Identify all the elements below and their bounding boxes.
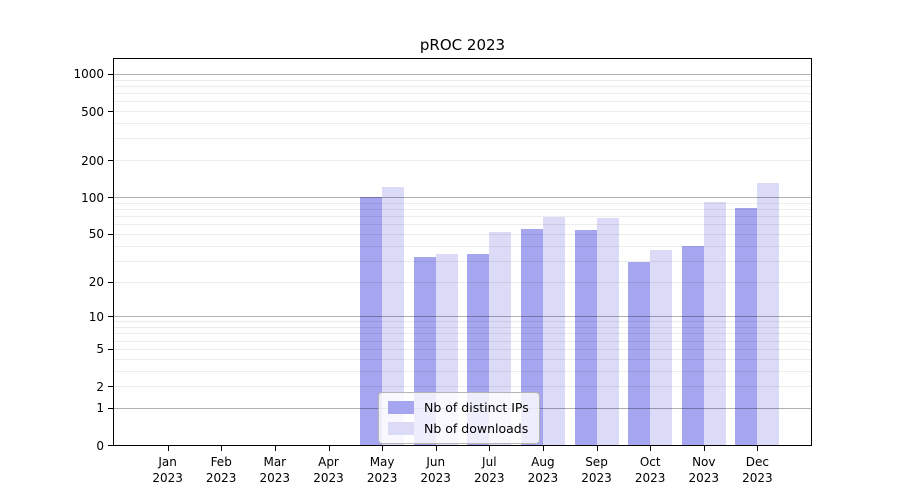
bar-aug-downloads [542, 216, 565, 445]
bar-nov-ips [681, 245, 704, 445]
bar-oct-ips [628, 262, 651, 445]
bar-sep-downloads [596, 218, 619, 445]
x-tick-label-jan: Jan 2023 [152, 455, 183, 485]
gridline-400 [114, 123, 811, 124]
gridline-4 [114, 358, 811, 360]
x-tick-label-dec: Dec 2023 [742, 455, 773, 485]
gridline-50 [114, 233, 811, 235]
gridline-1000 [114, 73, 811, 75]
y-tick-mark-1 [108, 407, 113, 409]
gridline-900 [114, 79, 811, 81]
bar-jul-downloads [489, 231, 512, 445]
x-tick-label-oct: Oct 2023 [634, 455, 666, 485]
y-tick-label-2: 2 [96, 379, 104, 394]
x-tick-mark-aug [542, 446, 544, 451]
legend-item-distinct-ips: Nb of distinct IPs [388, 400, 529, 415]
x-tick-mark-jul [489, 446, 491, 451]
x-tick-label-mar: Mar 2023 [259, 455, 291, 485]
y-tick-label-1: 1 [96, 401, 104, 416]
y-tick-label-100: 100 [81, 190, 104, 205]
y-tick-mark-2 [108, 386, 113, 387]
x-tick-label-aug: Aug 2023 [527, 455, 559, 485]
gridline-30 [114, 260, 811, 262]
x-tick-mark-oct [650, 446, 652, 451]
y-tick-mark-5 [108, 348, 113, 350]
bar-may-ips [360, 197, 383, 445]
gridline-5 [114, 348, 811, 350]
x-tick-label-sep: Sep 2023 [581, 455, 612, 485]
gridline-3 [114, 370, 811, 372]
plot-area [113, 58, 812, 446]
gridline-700 [114, 93, 811, 94]
y-tick-label-1000: 1000 [73, 67, 104, 82]
x-tick-mark-may [382, 446, 384, 451]
y-tick-mark-20 [108, 281, 113, 283]
gridline-90 [114, 202, 811, 204]
gridline-60 [114, 224, 811, 226]
x-tick-mark-dec [757, 446, 759, 451]
bar-nov-downloads [703, 202, 726, 445]
x-tick-label-apr: Apr 2023 [313, 455, 344, 485]
y-tick-label-200: 200 [81, 153, 104, 168]
gridline-500 [114, 111, 811, 113]
y-tick-label-500: 500 [81, 104, 104, 119]
gridline-200 [114, 160, 811, 162]
x-tick-label-jul: Jul 2023 [474, 455, 505, 485]
y-tick-mark-0 [108, 445, 113, 446]
x-tick-mark-jun [435, 446, 437, 451]
y-tick-label-50: 50 [88, 227, 104, 242]
x-tick-mark-sep [596, 446, 598, 451]
gridline-8 [114, 327, 811, 328]
downloads-swatch-icon [388, 422, 414, 435]
x-tick-label-feb: Feb 2023 [205, 455, 237, 485]
x-tick-mark-feb [221, 446, 223, 451]
y-tick-mark-200 [108, 160, 113, 162]
gridline-70 [114, 216, 811, 217]
bar-sep-ips [574, 229, 597, 445]
gridline-2 [114, 386, 811, 387]
distinct-ips-swatch-icon [388, 401, 414, 414]
gridline-40 [114, 245, 811, 247]
bar-may-downloads [382, 187, 405, 445]
gridline-7 [114, 333, 811, 335]
x-tick-mark-jan [167, 446, 169, 451]
x-tick-label-may: May 2023 [366, 455, 398, 485]
gridline-10 [114, 316, 811, 318]
grid-layer [114, 59, 811, 445]
y-tick-mark-500 [108, 111, 113, 113]
legend-label-distinct-ips: Nb of distinct IPs [424, 400, 529, 415]
legend: Nb of distinct IPs Nb of downloads [378, 392, 540, 444]
gridline-9 [114, 321, 811, 323]
legend-item-downloads: Nb of downloads [388, 421, 529, 436]
legend-label-downloads: Nb of downloads [424, 421, 529, 436]
chart-title: pROC 2023 [419, 36, 506, 54]
y-tick-mark-100 [108, 197, 113, 199]
gridline-6 [114, 340, 811, 342]
y-tick-label-20: 20 [88, 275, 104, 289]
gridline-100 [114, 197, 811, 199]
bar-dec-downloads [757, 183, 780, 445]
y-tick-label-10: 10 [88, 309, 104, 324]
bars-layer [114, 59, 811, 445]
gridline-300 [114, 138, 811, 140]
bar-dec-ips [735, 208, 758, 445]
gridline-600 [114, 101, 811, 103]
gridline-20 [114, 281, 811, 283]
y-tick-mark-1000 [108, 73, 113, 75]
y-tick-mark-50 [108, 233, 113, 235]
gridline-800 [114, 85, 811, 87]
x-tick-label-jun: Jun 2023 [420, 455, 451, 485]
y-tick-label-0: 0 [96, 438, 104, 453]
y-tick-label-5: 5 [96, 342, 104, 357]
bar-aug-ips [520, 228, 543, 445]
gridline-80 [114, 209, 811, 210]
x-tick-mark-nov [703, 446, 705, 451]
x-tick-mark-apr [328, 446, 330, 451]
y-tick-mark-10 [108, 316, 113, 318]
bar-oct-downloads [650, 249, 673, 445]
x-tick-mark-mar [274, 446, 276, 451]
x-tick-label-nov: Nov 2023 [688, 455, 720, 485]
